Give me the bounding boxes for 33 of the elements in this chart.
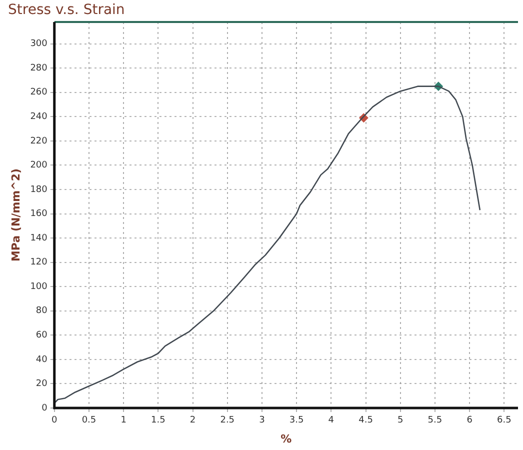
x-tick-label: 5 [397, 416, 404, 426]
y-tick-label: 160 [30, 209, 48, 220]
x-tick-label: 5.5 [428, 416, 442, 426]
x-tick-label: 6.5 [496, 416, 512, 426]
y-tick-label: 200 [30, 160, 48, 171]
x-axis-title: % [280, 432, 292, 446]
y-tick-label: 60 [36, 330, 48, 341]
x-tick-label: 0 [52, 416, 58, 426]
x-tick-label: 1 [120, 416, 126, 426]
y-tick-label: 80 [36, 306, 48, 316]
x-tick-label: 3.5 [289, 416, 304, 426]
x-tick-label: 4 [328, 416, 334, 426]
x-tick-label: 6 [466, 416, 473, 426]
x-tick-label: 3 [259, 416, 265, 426]
y-tick-label: 280 [30, 63, 48, 74]
y-tick-label: 260 [30, 88, 48, 98]
x-tick-label: 0.5 [82, 416, 96, 426]
y-tick-label: 100 [30, 282, 48, 292]
x-tick-label: 1.5 [151, 416, 166, 426]
y-tick-label: 0 [42, 403, 48, 414]
y-tick-label: 120 [30, 258, 48, 268]
y-axis-title: MPa (N/mm^2) [9, 168, 22, 262]
y-tick-label: 20 [36, 379, 48, 390]
y-tick-label: 40 [36, 354, 48, 365]
chart-title: Stress v.s. Strain [8, 2, 125, 18]
y-tick-label: 220 [30, 136, 48, 146]
y-tick-label: 240 [30, 112, 48, 122]
x-tick-label: 2.5 [220, 416, 235, 426]
y-tick-label: 140 [30, 233, 48, 244]
x-tick-label: 4.5 [358, 416, 373, 426]
y-tick-label: 300 [30, 39, 48, 50]
x-tick-label: 2 [190, 416, 196, 426]
y-tick-label: 180 [30, 184, 48, 195]
